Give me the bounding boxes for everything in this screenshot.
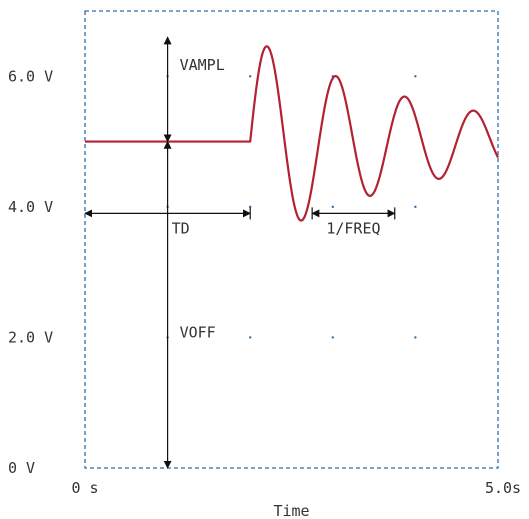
y-tick-label: 4.0 V [8, 198, 53, 216]
annotation-label: 1/FREQ [326, 219, 380, 237]
grid-dot [414, 336, 417, 339]
y-tick-label: 6.0 V [8, 67, 53, 85]
annotation-vampl: VAMPL [163, 36, 225, 143]
series-group [84, 45, 499, 222]
annotation-label: VAMPL [180, 56, 225, 74]
grid-dot [331, 205, 334, 209]
annotation-voff: VOFF [163, 140, 216, 469]
x-axis-label: Time [273, 502, 309, 519]
series-line [84, 45, 499, 222]
x-tick-label: 0 s [71, 479, 98, 497]
annotations: VAMPL VOFF TD 1/FREQ [84, 36, 396, 469]
annotation-label: TD [172, 219, 190, 237]
annotation-td: TD [84, 207, 251, 237]
grid-dot [249, 336, 252, 339]
annotation-label: VOFF [180, 323, 216, 341]
x-axis-ticks: 0 s 5.0s [71, 479, 521, 497]
y-tick-label: 0 V [8, 459, 35, 477]
grid-dot [414, 75, 417, 78]
plot-frame [84, 10, 499, 469]
grid [166, 75, 417, 339]
annotation-1-freq: 1/FREQ [311, 207, 396, 237]
x-tick-label: 5.0s [485, 479, 521, 497]
grid-dot [249, 75, 252, 78]
grid-dot [331, 336, 334, 339]
grid-dot [414, 205, 417, 209]
y-axis-ticks: 0 V 2.0 V 4.0 V 6.0 V [8, 67, 53, 477]
y-tick-label: 2.0 V [8, 328, 53, 346]
